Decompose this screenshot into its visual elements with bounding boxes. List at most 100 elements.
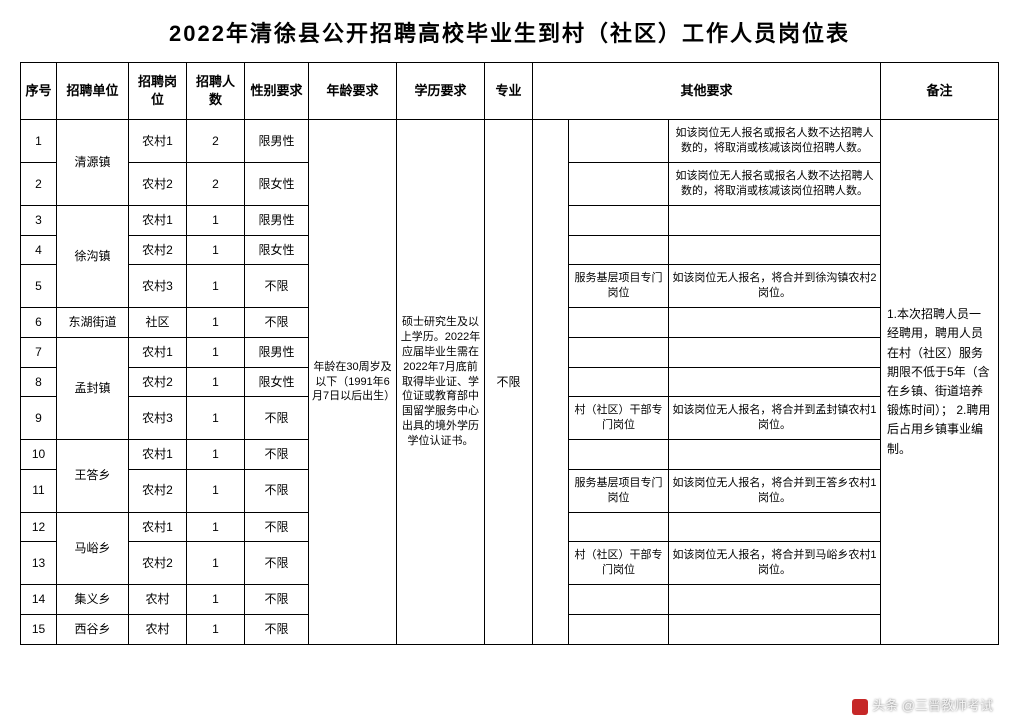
cell-count: 1 — [187, 308, 245, 338]
table-row: 1 清源镇 农村1 2 限男性 年龄在30周岁及以下（1991年6月7日以后出生… — [21, 120, 999, 163]
th-edu: 学历要求 — [397, 63, 485, 120]
cell-age-req: 年龄在30周岁及以下（1991年6月7日以后出生） — [309, 120, 397, 644]
cell-post: 农村2 — [129, 469, 187, 512]
cell-other3 — [669, 585, 881, 615]
cell-other3 — [669, 308, 881, 338]
cell-no: 4 — [21, 235, 57, 265]
cell-other2 — [569, 337, 669, 367]
cell-other3: 如该岗位无人报名，将合并到孟封镇农村1岗位。 — [669, 397, 881, 440]
cell-other2: 服务基层项目专门岗位 — [569, 265, 669, 308]
cell-count: 1 — [187, 585, 245, 615]
cell-other3 — [669, 440, 881, 470]
cell-unit: 西谷乡 — [57, 614, 129, 644]
cell-other2: 村（社区）干部专门岗位 — [569, 542, 669, 585]
cell-other2 — [569, 235, 669, 265]
cell-count: 1 — [187, 265, 245, 308]
cell-gender: 限男性 — [245, 120, 309, 163]
cell-other3: 如该岗位无人报名，将合并到王答乡农村1岗位。 — [669, 469, 881, 512]
cell-no: 12 — [21, 512, 57, 542]
th-other: 其他要求 — [533, 63, 881, 120]
cell-gender: 不限 — [245, 308, 309, 338]
watermark: 头条 @三晋教师考试 — [852, 695, 993, 715]
th-post: 招聘岗位 — [129, 63, 187, 120]
cell-no: 13 — [21, 542, 57, 585]
cell-other3: 如该岗位无人报名或报名人数不达招聘人数的，将取消或核减该岗位招聘人数。 — [669, 120, 881, 163]
th-remark: 备注 — [881, 63, 999, 120]
table-body: 1 清源镇 农村1 2 限男性 年龄在30周岁及以下（1991年6月7日以后出生… — [21, 120, 999, 644]
cell-count: 1 — [187, 469, 245, 512]
cell-post: 农村1 — [129, 440, 187, 470]
positions-table: 序号 招聘单位 招聘岗位 招聘人数 性别要求 年龄要求 学历要求 专业 其他要求… — [20, 62, 999, 645]
cell-count: 1 — [187, 440, 245, 470]
cell-count: 2 — [187, 120, 245, 163]
cell-gender: 不限 — [245, 440, 309, 470]
cell-unit: 马峪乡 — [57, 512, 129, 584]
cell-count: 1 — [187, 397, 245, 440]
cell-no: 5 — [21, 265, 57, 308]
cell-other2 — [569, 367, 669, 397]
cell-unit: 东湖街道 — [57, 308, 129, 338]
cell-no: 10 — [21, 440, 57, 470]
cell-other3 — [669, 512, 881, 542]
cell-other2 — [569, 308, 669, 338]
cell-post: 农村1 — [129, 205, 187, 235]
watermark-text: 头条 @三晋教师考试 — [872, 698, 993, 713]
cell-post: 农村1 — [129, 512, 187, 542]
cell-post: 农村 — [129, 614, 187, 644]
cell-other2 — [569, 512, 669, 542]
cell-other2: 村（社区）干部专门岗位 — [569, 397, 669, 440]
cell-post: 农村1 — [129, 120, 187, 163]
cell-count: 1 — [187, 205, 245, 235]
cell-other3: 如该岗位无人报名，将合并到马峪乡农村1岗位。 — [669, 542, 881, 585]
cell-unit: 孟封镇 — [57, 337, 129, 439]
cell-other2 — [569, 440, 669, 470]
cell-no: 15 — [21, 614, 57, 644]
th-age: 年龄要求 — [309, 63, 397, 120]
cell-no: 8 — [21, 367, 57, 397]
cell-other3 — [669, 337, 881, 367]
table-header-row: 序号 招聘单位 招聘岗位 招聘人数 性别要求 年龄要求 学历要求 专业 其他要求… — [21, 63, 999, 120]
cell-no: 1 — [21, 120, 57, 163]
cell-gender: 不限 — [245, 512, 309, 542]
cell-unit: 王答乡 — [57, 440, 129, 512]
cell-other2 — [569, 614, 669, 644]
cell-no: 7 — [21, 337, 57, 367]
cell-gender: 限男性 — [245, 337, 309, 367]
cell-gender: 不限 — [245, 265, 309, 308]
cell-other3: 如该岗位无人报名，将合并到徐沟镇农村2岗位。 — [669, 265, 881, 308]
cell-post: 农村 — [129, 585, 187, 615]
cell-no: 3 — [21, 205, 57, 235]
cell-count: 1 — [187, 512, 245, 542]
cell-post: 农村2 — [129, 163, 187, 206]
cell-post: 农村1 — [129, 337, 187, 367]
cell-count: 2 — [187, 163, 245, 206]
cell-gender: 不限 — [245, 469, 309, 512]
cell-no: 6 — [21, 308, 57, 338]
cell-no: 14 — [21, 585, 57, 615]
cell-other3 — [669, 614, 881, 644]
cell-post: 农村3 — [129, 265, 187, 308]
cell-gender: 不限 — [245, 585, 309, 615]
cell-gender: 不限 — [245, 397, 309, 440]
cell-post: 农村2 — [129, 367, 187, 397]
cell-gender: 限女性 — [245, 163, 309, 206]
cell-other2 — [569, 163, 669, 206]
cell-no: 11 — [21, 469, 57, 512]
cell-other2 — [569, 205, 669, 235]
cell-other2 — [569, 120, 669, 163]
cell-count: 1 — [187, 542, 245, 585]
cell-no: 9 — [21, 397, 57, 440]
cell-other3 — [669, 367, 881, 397]
cell-other-blank — [533, 120, 569, 644]
cell-no: 2 — [21, 163, 57, 206]
cell-post: 农村3 — [129, 397, 187, 440]
cell-gender: 限男性 — [245, 205, 309, 235]
cell-other3: 如该岗位无人报名或报名人数不达招聘人数的，将取消或核减该岗位招聘人数。 — [669, 163, 881, 206]
cell-gender: 不限 — [245, 542, 309, 585]
th-major: 专业 — [485, 63, 533, 120]
cell-unit: 集义乡 — [57, 585, 129, 615]
cell-other3 — [669, 205, 881, 235]
cell-count: 1 — [187, 614, 245, 644]
cell-remark: 1.本次招聘人员一经聘用，聘用人员在村（社区）服务期限不低于5年（含在乡镇、街道… — [881, 120, 999, 644]
cell-count: 1 — [187, 235, 245, 265]
